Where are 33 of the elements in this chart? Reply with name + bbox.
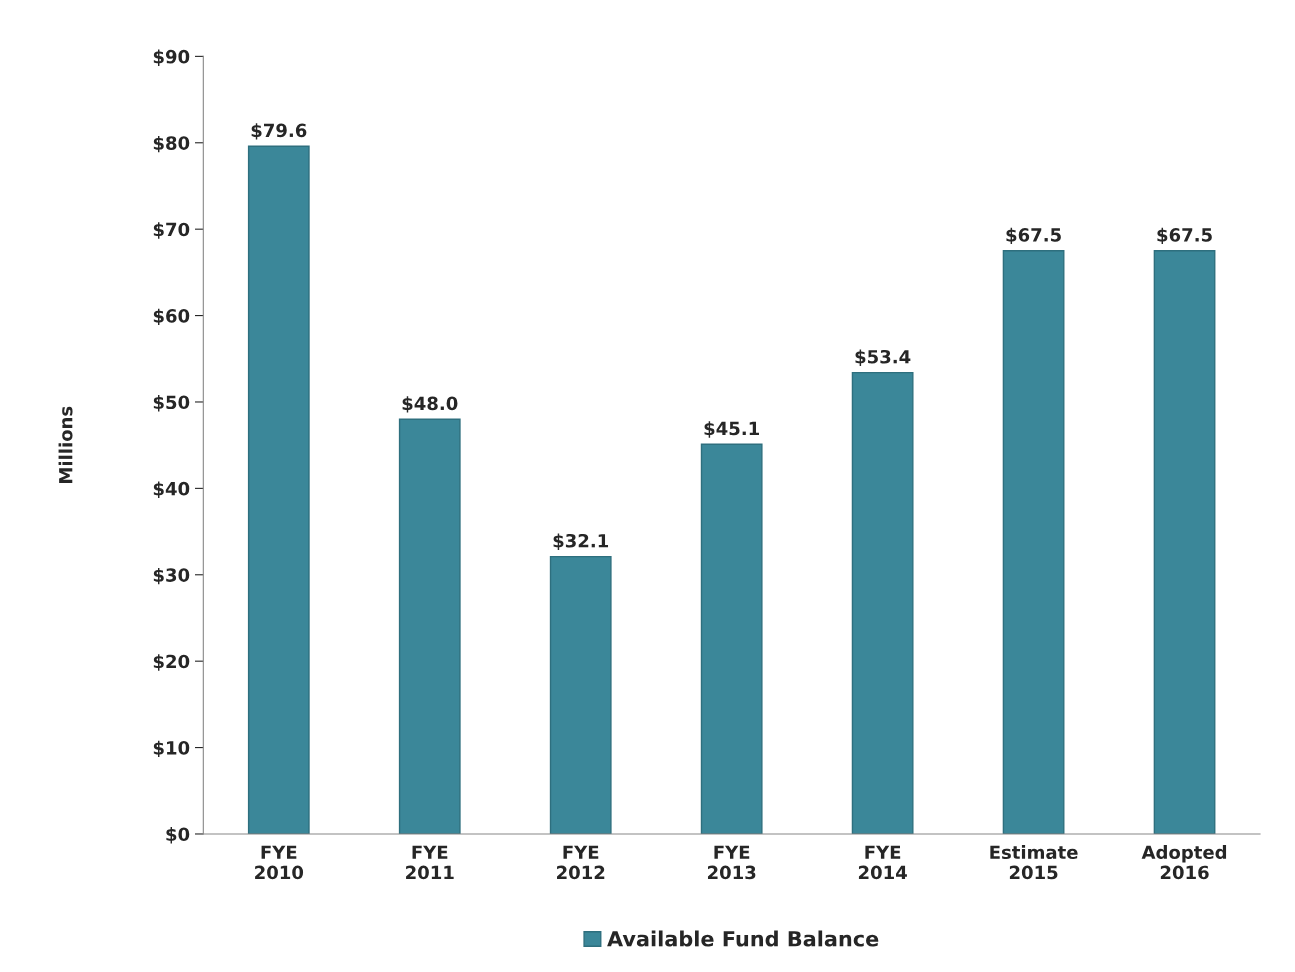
- y-tick-label: $90: [153, 49, 190, 66]
- data-label: $67.5: [1157, 227, 1212, 245]
- bar: [1153, 250, 1216, 834]
- y-tick-label: $10: [153, 740, 190, 758]
- x-tick-label: FYE 2011: [406, 845, 454, 880]
- bar: [247, 145, 310, 834]
- data-label: $48.0: [402, 396, 458, 413]
- y-tick-label: $30: [153, 567, 190, 585]
- data-label: $67.5: [1006, 227, 1061, 245]
- data-label: $45.1: [704, 421, 759, 438]
- x-tick-label: FYE 2012: [557, 845, 605, 880]
- legend-label: Available Fund Balance: [607, 930, 879, 947]
- x-tick-label: Adopted 2016: [1141, 845, 1227, 880]
- x-tick-label: FYE 2013: [707, 845, 756, 880]
- bar: [1002, 250, 1065, 834]
- y-tick-label: $0: [166, 827, 190, 844]
- y-tick-label: $50: [153, 395, 190, 412]
- y-tick-label: $20: [153, 654, 190, 671]
- y-tick-label: $80: [153, 135, 190, 153]
- y-tick-label: $60: [153, 308, 190, 326]
- bar: [549, 555, 612, 834]
- x-tick-label: FYE 2010: [255, 845, 304, 880]
- data-label: $32.1: [553, 533, 609, 550]
- x-tick-label: Estimate 2015: [990, 845, 1078, 880]
- y-tick-label: $40: [153, 481, 190, 498]
- x-tick-label: FYE 2014: [858, 845, 907, 880]
- bar: [851, 371, 914, 834]
- y-tick-label: $70: [153, 222, 190, 239]
- bar: [398, 418, 461, 834]
- data-label: $79.6: [251, 123, 307, 140]
- y-axis-title: Millions: [58, 406, 73, 483]
- data-label: $53.4: [855, 349, 911, 366]
- bar: [700, 443, 763, 834]
